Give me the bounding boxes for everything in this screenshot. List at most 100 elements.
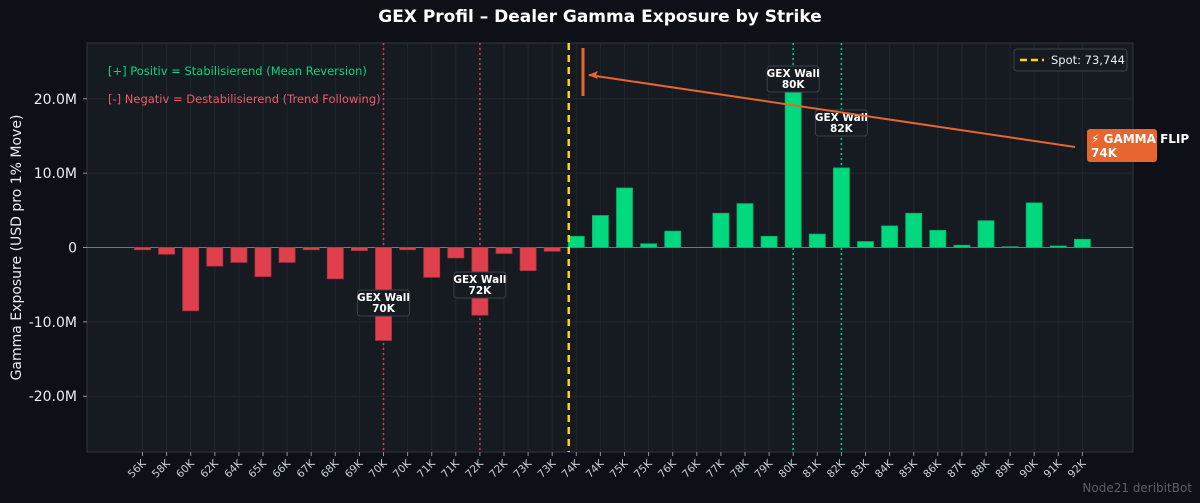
gex-wall-label: GEX Wall	[767, 68, 820, 80]
x-tick-label: 76K	[680, 457, 704, 481]
bar-75k	[616, 187, 633, 248]
gex-wall-label: GEX Wall	[453, 274, 506, 286]
x-tick-label: 68K	[319, 457, 343, 481]
x-tick-label: 66K	[270, 457, 294, 481]
y-tick-label: 10.0M	[34, 166, 77, 182]
x-tick-label: 75K	[608, 457, 632, 481]
bar-68k	[326, 247, 344, 280]
x-tick-label: 65K	[246, 457, 270, 481]
x-tick-label: 70K	[367, 457, 391, 481]
gex-wall-strike: 70K	[372, 303, 396, 315]
bar-79k	[760, 235, 778, 248]
gamma-flip-label: ⚡ GAMMA FLIP	[1091, 132, 1189, 146]
bar-85k	[905, 212, 923, 248]
bar-73k	[519, 247, 537, 271]
x-tick-label: 67K	[295, 457, 319, 481]
x-tick-label: 71K	[439, 457, 463, 481]
bar-71k	[423, 247, 441, 278]
annotation-negative: [-] Negativ = Destabilisierend (Trend Fo…	[108, 92, 381, 106]
x-tick-label: 60K	[174, 457, 198, 481]
x-tick-label: 72K	[487, 457, 511, 481]
x-tick-label: 78K	[728, 457, 752, 481]
gamma-flip-arrowhead	[588, 71, 599, 79]
y-tick-label: -10.0M	[29, 315, 77, 331]
bar-89k	[1001, 246, 1019, 248]
bar-83k	[857, 241, 874, 248]
bar-90k	[1025, 202, 1043, 248]
watermark: Node21 deribitBot	[1082, 481, 1192, 495]
bar-56k	[134, 247, 151, 251]
x-tick-label: 84K	[873, 457, 897, 481]
y-tick-label: -20.0M	[29, 389, 77, 405]
x-tick-label: 75K	[632, 457, 656, 481]
x-tick-label: 86K	[921, 457, 945, 481]
x-tick-label: 82K	[825, 457, 849, 481]
bar-86k	[929, 229, 947, 248]
bar-64k	[230, 247, 248, 263]
gamma-flip-box	[1087, 129, 1157, 162]
x-tick-label: 88K	[969, 457, 993, 481]
x-tick-label: 74K	[560, 457, 584, 481]
legend-box	[1013, 48, 1128, 72]
bar-67k	[302, 247, 320, 251]
bar-91k	[1049, 245, 1067, 248]
y-axis-label: Gamma Exposure (USD pro 1% Move)	[9, 115, 25, 381]
gex-wall-label-box	[814, 109, 868, 137]
x-tick-label: 69K	[343, 457, 367, 481]
annotation-positive: [+] Positiv = Stabilisierend (Mean Rever…	[108, 64, 367, 78]
bars	[134, 90, 1091, 341]
x-tick-label: 81K	[801, 457, 825, 481]
bar-65k	[254, 247, 272, 277]
bar-72k	[495, 247, 513, 254]
bar-77k	[712, 212, 730, 248]
x-tick-label: 70K	[391, 457, 415, 481]
bar-92k	[1074, 238, 1091, 248]
bar-60k	[182, 247, 200, 312]
x-tick-label: 79K	[752, 457, 776, 481]
x-tick-label: 76K	[656, 457, 680, 481]
bar-74k	[592, 215, 609, 248]
x-tick-label: 91K	[1042, 457, 1066, 481]
gex-wall-label-box	[766, 65, 820, 93]
bar-74k	[567, 235, 585, 248]
y-tick-label: 20.0M	[34, 92, 77, 108]
x-tick-label: 87K	[945, 457, 969, 481]
x-tick-label: 90K	[1018, 457, 1042, 481]
x-tick-label: 62K	[198, 457, 222, 481]
bar-78k	[736, 203, 754, 248]
y-tick-label: 0	[68, 241, 77, 257]
x-tick-label: 77K	[704, 457, 728, 481]
x-tick-label: 89K	[993, 457, 1017, 481]
bar-71k	[447, 247, 465, 259]
gex-wall-label-box	[357, 289, 410, 317]
gex-wall-strike: 80K	[782, 79, 806, 91]
x-tick-label: 85K	[897, 457, 921, 481]
legend: Spot: 73,744	[1013, 48, 1128, 72]
x-tick-label: 73K	[536, 457, 560, 481]
legend-spot-label: Spot: 73,744	[1051, 53, 1125, 67]
gamma-flip-strike: 74K	[1091, 146, 1118, 160]
bar-76k	[664, 230, 682, 248]
bar-69k	[350, 247, 368, 251]
bar-66k	[278, 247, 296, 263]
bar-70k	[399, 247, 417, 251]
x-tick-label: 73K	[511, 457, 535, 481]
gex-wall-strike: 72K	[469, 285, 493, 297]
bar-75k	[640, 243, 657, 248]
bar-58k	[158, 247, 176, 255]
bar-82k	[833, 167, 850, 248]
x-tick-label: 58K	[150, 457, 174, 481]
x-tick-label: 83K	[849, 457, 873, 481]
bar-81k	[808, 233, 826, 248]
bar-87k	[953, 244, 971, 248]
x-tick-label: 72K	[463, 457, 487, 481]
bar-88k	[977, 220, 995, 248]
gex-wall-label-box	[453, 271, 507, 299]
x-tick-label: 71K	[415, 457, 439, 481]
bar-84k	[881, 225, 898, 248]
x-tick-label: 80K	[777, 457, 801, 481]
gex-wall-strike: 82K	[830, 123, 854, 135]
x-tick-label: 92K	[1066, 457, 1090, 481]
x-tick-label: 74K	[584, 457, 608, 481]
